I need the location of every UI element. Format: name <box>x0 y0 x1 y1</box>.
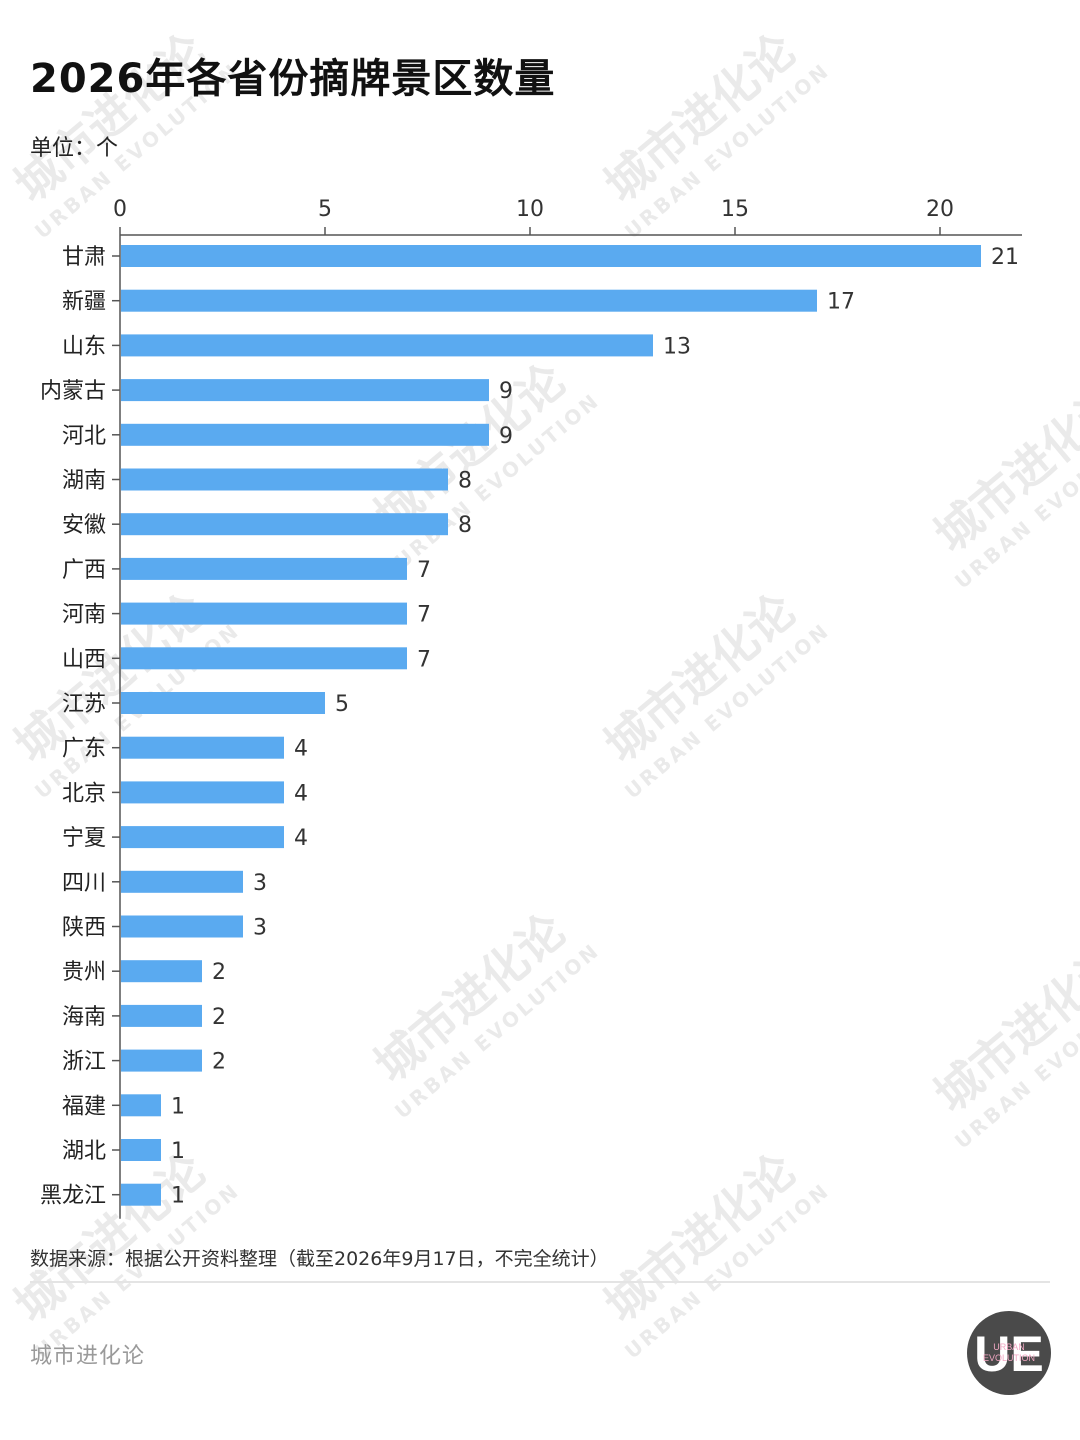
value-label: 9 <box>499 424 513 449</box>
value-label: 4 <box>294 737 308 762</box>
category-label: 甘肃 <box>62 245 106 270</box>
bar <box>121 1005 202 1027</box>
bar <box>121 558 407 580</box>
category-label: 河南 <box>62 603 106 628</box>
bar <box>121 916 243 938</box>
logo-text-line1: URBAN <box>993 1342 1025 1352</box>
value-label: 17 <box>827 290 855 315</box>
category-label: 广西 <box>62 558 106 583</box>
value-label: 7 <box>417 647 431 672</box>
value-label: 1 <box>171 1094 185 1119</box>
category-label: 贵州 <box>62 960 106 985</box>
value-label: 1 <box>171 1139 185 1164</box>
category-label: 黑龙江 <box>40 1184 106 1209</box>
value-label: 21 <box>991 245 1019 270</box>
bar <box>121 781 284 803</box>
bar <box>121 692 325 714</box>
bar <box>121 424 489 446</box>
value-label: 4 <box>294 781 308 806</box>
data-source-note: 数据来源：根据公开资料整理（截至2026年9月17日，不完全统计） <box>30 1244 609 1271</box>
value-label: 13 <box>663 334 691 359</box>
value-label: 5 <box>335 692 349 717</box>
category-label: 湖北 <box>62 1139 106 1164</box>
x-tick-label: 20 <box>926 197 954 222</box>
value-label: 8 <box>458 469 472 494</box>
bar <box>121 290 817 312</box>
value-label: 3 <box>253 916 267 941</box>
category-label: 山东 <box>62 334 106 359</box>
value-label: 2 <box>212 1005 226 1030</box>
category-label: 湖南 <box>62 469 106 494</box>
category-label: 北京 <box>62 781 106 806</box>
bar <box>121 960 202 982</box>
category-label: 四川 <box>62 871 106 896</box>
value-label: 1 <box>171 1184 185 1209</box>
category-label: 海南 <box>62 1005 106 1030</box>
bar <box>121 1184 161 1206</box>
category-label: 浙江 <box>62 1050 106 1075</box>
bar <box>121 379 489 401</box>
category-label: 陕西 <box>62 916 106 941</box>
value-label: 2 <box>212 960 226 985</box>
footer-divider <box>30 1281 1050 1283</box>
value-label: 8 <box>458 513 472 538</box>
value-label: 7 <box>417 603 431 628</box>
bar <box>121 647 407 669</box>
category-label: 宁夏 <box>62 826 106 851</box>
x-tick-label: 15 <box>721 197 749 222</box>
category-label: 广东 <box>62 737 106 762</box>
bar <box>121 826 284 848</box>
bar <box>121 1139 161 1161</box>
category-label: 江苏 <box>62 692 106 717</box>
category-label: 内蒙古 <box>40 379 106 404</box>
bar <box>121 1094 161 1116</box>
value-label: 2 <box>212 1050 226 1075</box>
brand-name: 城市进化论 <box>30 1338 145 1370</box>
bar <box>121 1050 202 1072</box>
bar <box>121 513 448 535</box>
bar <box>121 245 981 267</box>
value-label: 9 <box>499 379 513 404</box>
bar <box>121 334 653 356</box>
bar <box>121 469 448 491</box>
category-label: 山西 <box>62 647 106 672</box>
bar <box>121 737 284 759</box>
value-label: 3 <box>253 871 267 896</box>
category-label: 新疆 <box>62 290 106 315</box>
category-label: 福建 <box>62 1094 106 1119</box>
category-label: 河北 <box>62 424 106 449</box>
bar <box>121 603 407 625</box>
x-tick-label: 5 <box>318 197 332 222</box>
x-tick-label: 10 <box>516 197 544 222</box>
bar <box>121 871 243 893</box>
value-label: 4 <box>294 826 308 851</box>
brand-logo: UE URBAN EVOLUTION <box>966 1310 1052 1396</box>
category-label: 安徽 <box>62 513 106 538</box>
x-tick-label: 0 <box>113 197 127 222</box>
value-label: 7 <box>417 558 431 583</box>
logo-text-line2: EVOLUTION <box>983 1353 1035 1363</box>
